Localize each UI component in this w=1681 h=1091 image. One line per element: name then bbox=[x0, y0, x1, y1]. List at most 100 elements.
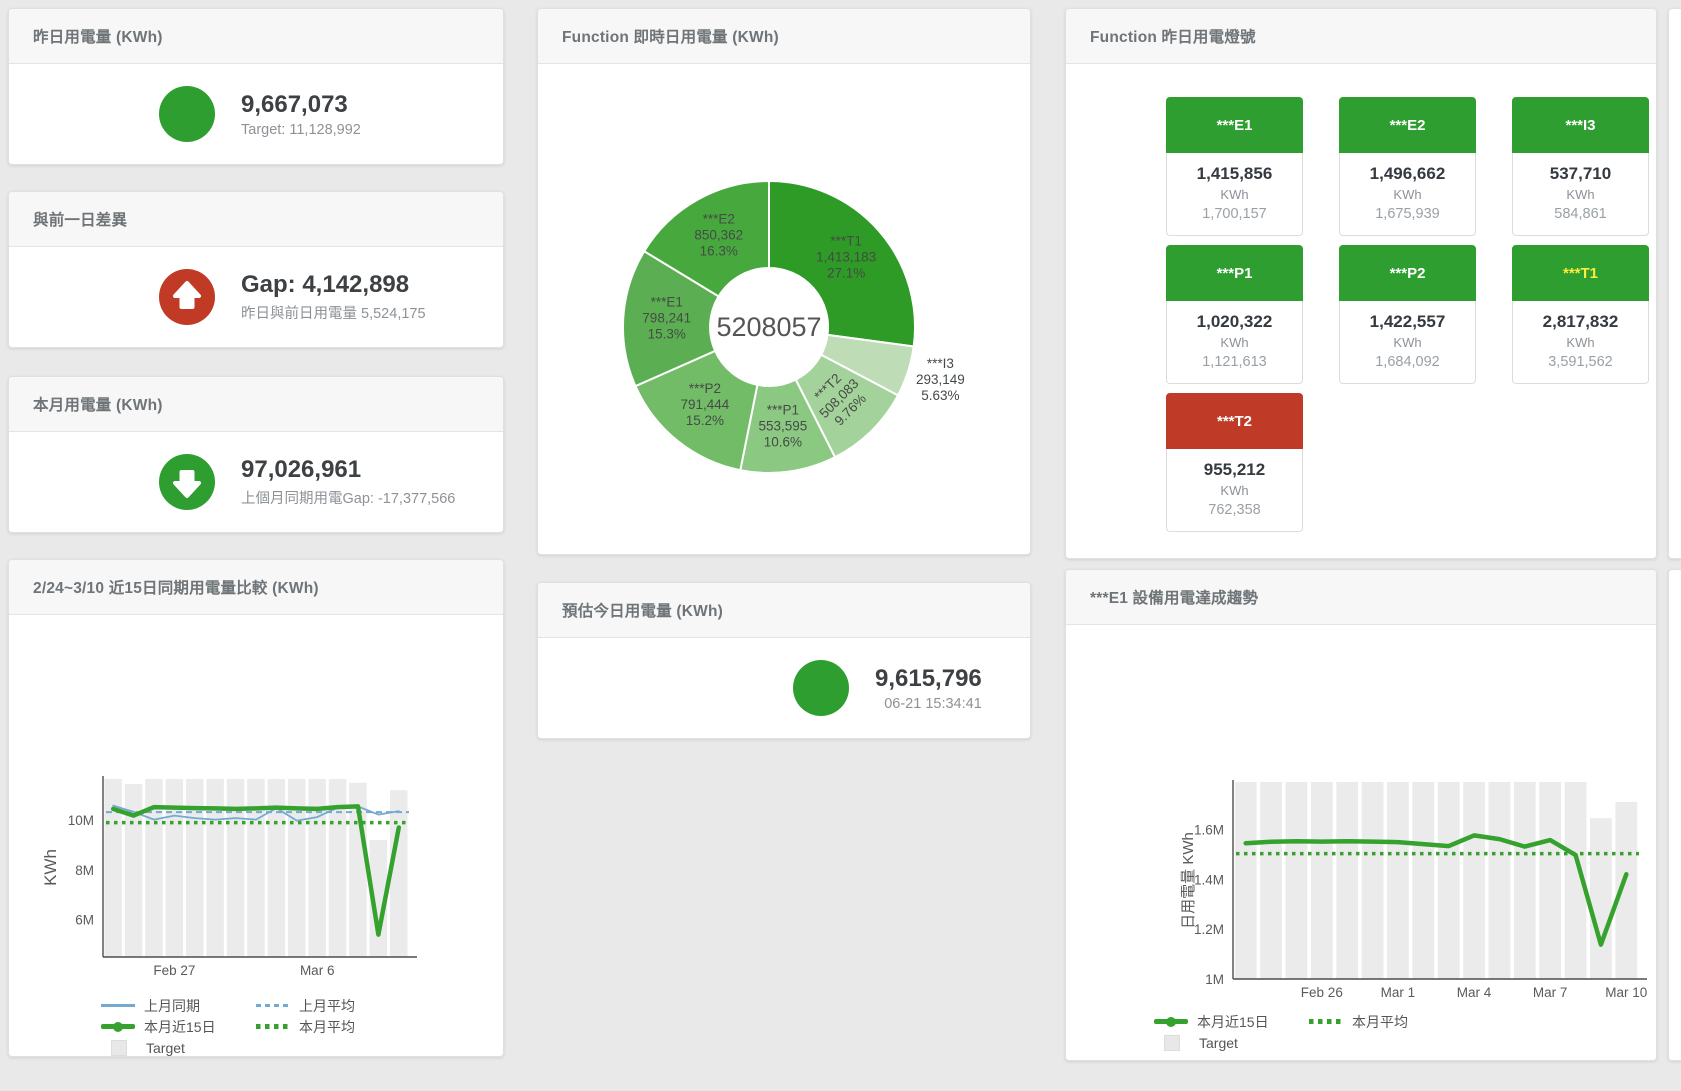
tile-value: 537,710 bbox=[1549, 164, 1612, 183]
status-tile-grid: ***E1 1,415,856 KWh 1,700,157 ***E2 1,49… bbox=[1166, 97, 1656, 532]
svg-text:5208057: 5208057 bbox=[716, 312, 821, 342]
card-title: 與前一日差異 bbox=[33, 212, 128, 229]
legend-label: 本月平均 bbox=[1352, 1013, 1408, 1030]
tile-p1: ***P1 1,020,322 KWh 1,121,613 bbox=[1166, 245, 1303, 384]
legend-label: 本月近15日 bbox=[1197, 1013, 1269, 1030]
svg-text:Feb 26: Feb 26 bbox=[1301, 985, 1343, 1000]
stat-row: 9,615,796 06-21 15:34:41 bbox=[538, 638, 1030, 738]
tile-value: 1,020,322 bbox=[1196, 312, 1273, 331]
card-header: 2/24~3/10 近15日同期用電量比較 (KWh) bbox=[9, 560, 503, 615]
svg-text:Mar 7: Mar 7 bbox=[1533, 985, 1568, 1000]
card-title: 預估今日用電量 (KWh) bbox=[562, 603, 724, 620]
tile-unit: KWh bbox=[1220, 483, 1249, 498]
month-usage-value: 97,026,961 bbox=[241, 456, 362, 483]
tile-unit: KWh bbox=[1566, 335, 1595, 350]
card-e1-trend-chart: ***E1 設備用電達成趨勢 1M 1.2M 1.4M 1.6M 日用電量 KWh Feb… bbox=[1065, 569, 1657, 1061]
green-status-circle-icon bbox=[793, 660, 849, 716]
tile-value: 1,415,856 bbox=[1196, 164, 1273, 183]
tile-label: ***T1 bbox=[1562, 264, 1599, 282]
day-gap-sub: 昨日與前日用電量 5,524,175 bbox=[241, 306, 426, 322]
tile-unit: KWh bbox=[1393, 187, 1422, 202]
card-title: 昨日用電量 (KWh) bbox=[33, 29, 163, 46]
card-realtime-donut: Function 即時日用電量 (KWh) ***T1 1,413,183 27.1… bbox=[537, 8, 1031, 555]
card-estimate-today: 預估今日用電量 (KWh) 9,615,796 06-21 15:34:41 bbox=[537, 582, 1031, 739]
legend-label: Target bbox=[146, 1039, 185, 1056]
tile-target: 1,700,157 bbox=[1202, 206, 1267, 222]
tile-header: ***T2 bbox=[1166, 393, 1303, 449]
legend-item-this-month-avg: 本月平均 bbox=[1309, 1012, 1464, 1032]
svg-text:Mar 6: Mar 6 bbox=[300, 963, 335, 978]
svg-text:***T2508,0839.76%: ***T2508,0839.76% bbox=[805, 365, 873, 433]
tile-unit: KWh bbox=[1220, 335, 1249, 350]
green-line-icon bbox=[101, 1021, 135, 1032]
legend-item-this-month: 本月近15日 bbox=[101, 1017, 256, 1037]
tile-label: ***P1 bbox=[1216, 264, 1253, 282]
tile-body: 1,415,856 KWh 1,700,157 bbox=[1166, 153, 1303, 236]
green-dotted-line-icon bbox=[256, 1024, 290, 1029]
legend-item-last-month: 上月同期 bbox=[101, 996, 256, 1016]
tile-header: ***P1 bbox=[1166, 245, 1303, 301]
tile-body: 955,212 KWh 762,358 bbox=[1166, 449, 1303, 532]
legend-item-target: Target bbox=[1154, 1034, 1309, 1051]
yesterday-usage-target: Target: 11,128,992 bbox=[241, 121, 361, 138]
function-usage-donut-chart[interactable]: ***T1 1,413,183 27.1% ***I3 293,149 5.63% ***T… bbox=[538, 63, 1030, 543]
tile-body: 1,422,557 KWh 1,684,092 bbox=[1339, 301, 1476, 384]
svg-text:Feb 27: Feb 27 bbox=[153, 963, 195, 978]
green-line-icon bbox=[1154, 1016, 1188, 1027]
legend-item-last-month-avg: 上月平均 bbox=[256, 996, 411, 1016]
legend-row: Target bbox=[1154, 1032, 1464, 1053]
tile-t1: ***T1 2,817,832 KWh 3,591,562 bbox=[1512, 245, 1649, 384]
card-yesterday-usage: 昨日用電量 (KWh) 9,667,073 Target: 11,128,992 bbox=[8, 8, 504, 165]
tile-target: 762,358 bbox=[1208, 502, 1261, 518]
legend-row: 本月近15日 本月平均 bbox=[101, 1016, 411, 1037]
tile-target: 584,861 bbox=[1554, 206, 1607, 222]
tile-unit: KWh bbox=[1393, 335, 1422, 350]
tile-label: ***I3 bbox=[1565, 116, 1596, 134]
legend-label: 本月近15日 bbox=[144, 1018, 216, 1035]
estimate-value: 9,615,796 bbox=[875, 664, 982, 692]
legend-label: 上月平均 bbox=[299, 997, 355, 1014]
tile-body: 1,496,662 KWh 1,675,939 bbox=[1339, 153, 1476, 236]
card-header: 本月用電量 (KWh) bbox=[9, 377, 503, 432]
green-dotted-line-icon bbox=[1309, 1019, 1343, 1024]
tile-e1: ***E1 1,415,856 KWh 1,700,157 bbox=[1166, 97, 1303, 236]
tile-target: 1,675,939 bbox=[1375, 206, 1440, 222]
svg-text:1.4M: 1.4M bbox=[1194, 872, 1224, 887]
legend-row: 上月同期 上月平均 bbox=[101, 995, 411, 1016]
legend-row: Target bbox=[101, 1037, 411, 1058]
card-yesterday-status-tiles: Function 昨日用電燈號 ***E1 1,415,856 KWh 1,70… bbox=[1065, 8, 1657, 559]
svg-text:8M: 8M bbox=[75, 863, 94, 878]
compare-line-chart[interactable]: 6M 8M 10M KWh Feb 27 Mar 6 bbox=[9, 614, 503, 990]
tile-value: 955,212 bbox=[1203, 460, 1266, 479]
blue-dashed-line-icon bbox=[256, 1004, 290, 1007]
stat-text: Gap: 4,142,898 昨日與前日用電量 5,524,175 bbox=[241, 271, 426, 323]
tile-body: 537,710 KWh 584,861 bbox=[1512, 153, 1649, 236]
gray-square-icon bbox=[1164, 1034, 1180, 1051]
tile-label: ***T2 bbox=[1216, 412, 1253, 430]
arrow-up-circle-icon bbox=[159, 269, 215, 325]
legend-item-this-month-avg: 本月平均 bbox=[256, 1017, 411, 1037]
card-15day-compare-chart: 2/24~3/10 近15日同期用電量比較 (KWh) 6M 8M 10M KWh Fe… bbox=[8, 559, 504, 1057]
svg-text:1M: 1M bbox=[1205, 972, 1224, 987]
tile-body: 2,817,832 KWh 3,591,562 bbox=[1512, 301, 1649, 384]
arrow-down-circle-icon bbox=[159, 454, 215, 510]
card-header: 與前一日差異 bbox=[9, 192, 503, 247]
tile-unit: KWh bbox=[1566, 187, 1595, 202]
tile-unit: KWh bbox=[1220, 187, 1249, 202]
svg-text:Mar 4: Mar 4 bbox=[1457, 985, 1492, 1000]
tile-header: ***T1 bbox=[1512, 245, 1649, 301]
svg-text:1.6M: 1.6M bbox=[1194, 822, 1224, 837]
tile-value: 1,422,557 bbox=[1369, 312, 1446, 331]
legend-label: 上月同期 bbox=[144, 997, 200, 1014]
legend-label: 本月平均 bbox=[299, 1018, 355, 1035]
tile-i3: ***I3 537,710 KWh 584,861 bbox=[1512, 97, 1649, 236]
card-header: Function 即時日用電量 (KWh) bbox=[538, 9, 1030, 64]
green-status-circle-icon bbox=[159, 86, 215, 142]
month-usage-gap: 上個月同期用電Gap: -17,377,566 bbox=[241, 491, 456, 507]
svg-text:KWh: KWh bbox=[41, 849, 60, 886]
